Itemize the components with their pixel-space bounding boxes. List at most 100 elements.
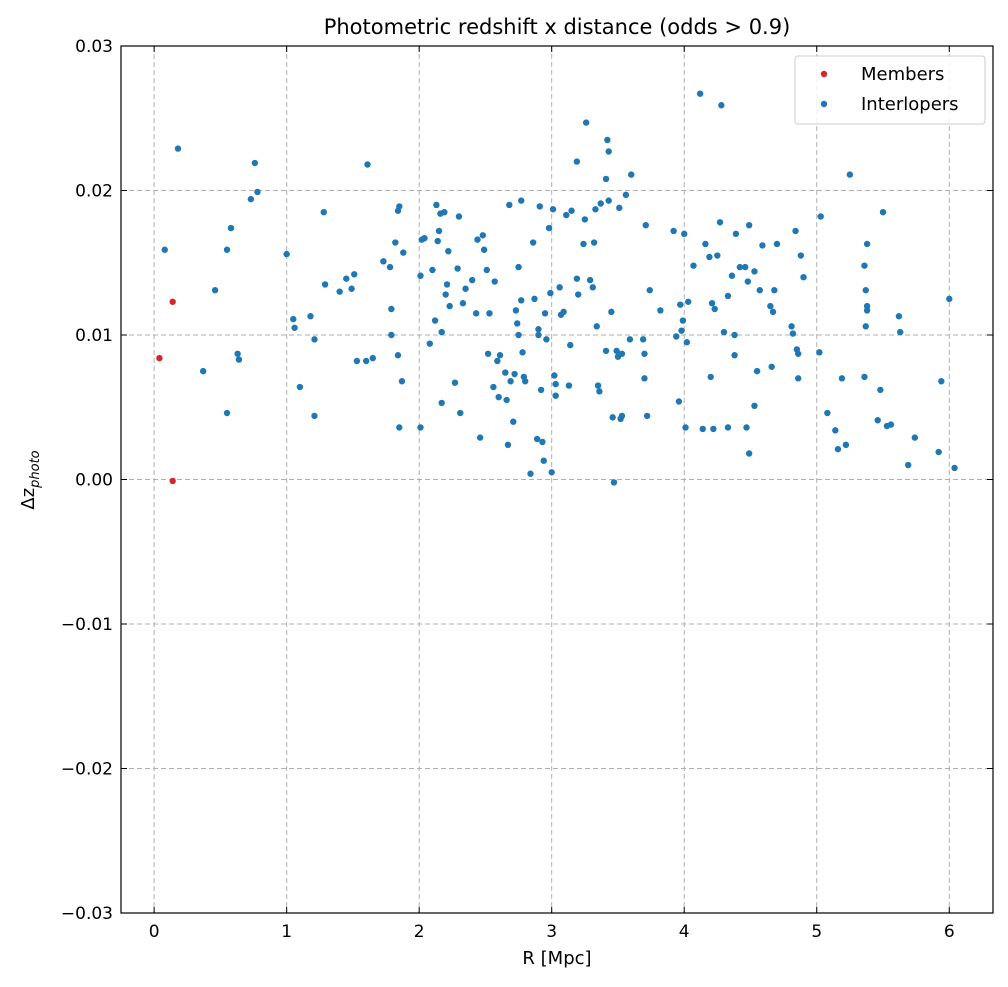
interlopers-point bbox=[753, 367, 761, 375]
legend: Members Interlopers bbox=[794, 55, 986, 125]
interlopers-point bbox=[343, 275, 350, 282]
interlopers-point bbox=[590, 239, 598, 246]
interlopers-point bbox=[616, 204, 623, 212]
interlopers-point bbox=[351, 271, 358, 278]
interlopers-point bbox=[580, 240, 587, 248]
y-tick-label: −0.02 bbox=[61, 760, 113, 780]
interlopers-point bbox=[540, 457, 547, 464]
interlopers-point bbox=[514, 320, 521, 327]
interlopers-point bbox=[745, 450, 753, 457]
interlopers-point bbox=[531, 295, 538, 303]
interlopers-point bbox=[445, 247, 452, 255]
interlopers-point bbox=[533, 435, 541, 443]
interlopers-point bbox=[174, 145, 182, 152]
y-tick-label: −0.01 bbox=[61, 615, 113, 635]
interlopers-point bbox=[468, 276, 476, 284]
interlopers-point bbox=[441, 208, 448, 216]
interlopers-point bbox=[707, 373, 714, 381]
interlopers-point bbox=[573, 275, 581, 282]
interlopers-point bbox=[842, 441, 850, 449]
interlopers-point bbox=[434, 237, 441, 245]
interlopers-point bbox=[832, 427, 839, 434]
interlopers-point bbox=[690, 262, 697, 269]
interlopers-point bbox=[935, 448, 942, 456]
interlopers-point bbox=[838, 375, 846, 382]
interlopers-point bbox=[628, 171, 635, 178]
interlopers-point bbox=[887, 421, 895, 428]
interlopers-point bbox=[537, 386, 545, 394]
interlopers-point bbox=[251, 159, 259, 167]
interlopers-point bbox=[863, 240, 871, 248]
interlopers-point bbox=[745, 221, 753, 229]
interlopers-point bbox=[446, 302, 453, 310]
interlopers-point bbox=[502, 369, 509, 376]
x-tick-label: 2 bbox=[414, 922, 425, 942]
interlopers-point bbox=[657, 307, 664, 314]
interlopers-point bbox=[247, 195, 255, 203]
interlopers-point bbox=[474, 236, 481, 243]
interlopers-point bbox=[515, 263, 522, 271]
y-tick-label: 0.03 bbox=[75, 37, 113, 57]
interlopers-point bbox=[431, 317, 439, 324]
interlopers-point bbox=[834, 445, 842, 453]
interlopers-point bbox=[563, 211, 570, 219]
interlopers-point bbox=[728, 272, 736, 279]
interlopers-point bbox=[519, 349, 526, 356]
interlopers-point bbox=[547, 289, 554, 297]
interlopers-point bbox=[504, 441, 512, 449]
interlopers-point bbox=[846, 171, 854, 178]
interlopers-point bbox=[797, 252, 805, 259]
legend-label-interlopers: Interlopers bbox=[861, 94, 959, 115]
interlopers-point bbox=[718, 102, 725, 109]
interlopers-point bbox=[311, 412, 318, 420]
interlopers-point bbox=[731, 352, 738, 359]
interlopers-point bbox=[714, 252, 721, 259]
interlopers-point bbox=[454, 265, 461, 272]
interlopers-point bbox=[199, 367, 207, 375]
interlopers-point bbox=[457, 409, 464, 417]
y-axis-label-subscript: photo bbox=[28, 450, 43, 489]
interlopers-point bbox=[234, 350, 241, 357]
interlopers-point bbox=[720, 328, 728, 336]
interlopers-point bbox=[594, 382, 602, 389]
interlopers-point bbox=[518, 197, 525, 204]
y-tick-label: 0.02 bbox=[75, 182, 113, 202]
interlopers-point bbox=[593, 323, 600, 330]
interlopers-point bbox=[565, 382, 573, 389]
interlopers-point bbox=[743, 424, 750, 431]
interlopers-point bbox=[455, 213, 463, 220]
interlopers-point bbox=[529, 239, 537, 246]
interlopers-point bbox=[618, 350, 626, 357]
interlopers-point bbox=[495, 393, 502, 401]
interlopers-point bbox=[321, 281, 329, 288]
interlopers-point bbox=[283, 250, 290, 258]
legend-box bbox=[794, 55, 986, 125]
interlopers-point bbox=[708, 300, 716, 307]
interlopers-point bbox=[681, 230, 688, 238]
interlopers-point bbox=[536, 203, 543, 210]
interlopers-point bbox=[592, 206, 599, 213]
interlopers-point bbox=[610, 479, 618, 486]
interlopers-point bbox=[682, 424, 689, 431]
interlopers-point bbox=[678, 327, 685, 334]
interlopers-point bbox=[511, 370, 518, 378]
interlopers-point bbox=[895, 313, 903, 320]
interlopers-point bbox=[438, 399, 445, 407]
interlopers-point bbox=[353, 357, 361, 365]
interlopers-point bbox=[552, 380, 559, 388]
interlopers-point bbox=[816, 349, 823, 356]
interlopers-point bbox=[290, 315, 297, 323]
interlopers-point bbox=[575, 291, 582, 298]
y-axis-label: Δzphoto bbox=[18, 450, 43, 509]
interlopers-point bbox=[789, 330, 797, 337]
interlopers-point bbox=[771, 287, 778, 294]
interlopers-point bbox=[862, 287, 869, 294]
interlopers-point bbox=[552, 392, 559, 399]
interlopers-point bbox=[597, 200, 604, 207]
interlopers-point bbox=[320, 208, 327, 216]
interlopers-point bbox=[711, 305, 718, 313]
interlopers-point bbox=[731, 331, 738, 339]
interlopers-point bbox=[380, 258, 387, 265]
interlopers-point bbox=[573, 158, 581, 165]
interlopers-point bbox=[642, 221, 649, 229]
